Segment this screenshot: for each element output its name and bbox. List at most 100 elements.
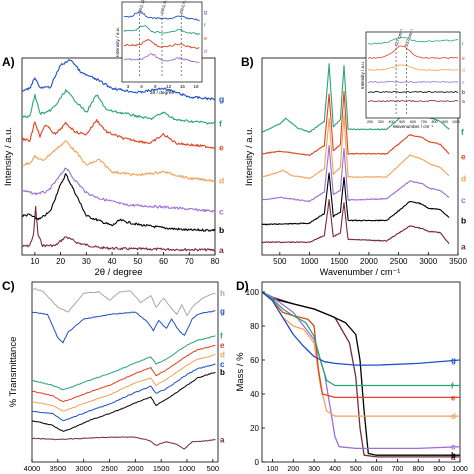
panel-a-series-label-c: c bbox=[219, 206, 224, 216]
panel-b-series-label-e: e bbox=[461, 152, 466, 162]
panel-c-xtick-label: 3500 bbox=[49, 464, 66, 473]
panel-b-inset-frame bbox=[365, 31, 461, 119]
panel-d-xtick-label: 100 bbox=[267, 466, 279, 473]
panel-d-ylabel: Mass / % bbox=[235, 352, 246, 392]
panel-d-xtick-label: 700 bbox=[392, 466, 404, 473]
panel-a-series-label-a: a bbox=[219, 245, 224, 255]
panel-b-inset-label: f bbox=[462, 42, 464, 48]
panel-b-inset-series bbox=[367, 36, 458, 45]
panel-d-ytick-label: 20 bbox=[250, 424, 259, 433]
panel-a-xlabel: 2θ / degree bbox=[94, 267, 142, 278]
panel-a-inset-xtick: 9 bbox=[154, 84, 157, 89]
panel-b-series-label-b: b bbox=[461, 215, 466, 225]
panel-b-xlabel: Wavenumber / cm⁻¹ bbox=[320, 267, 400, 277]
panel-a-frame bbox=[21, 57, 216, 256]
panel-d-series-label-g: g bbox=[451, 356, 456, 365]
panel-d-series-b bbox=[261, 291, 460, 456]
panel-b-series-label-a: a bbox=[461, 241, 466, 251]
panel-b-inset-ylabel: Intensity / a.u. bbox=[360, 61, 365, 89]
panel-d-xtick-label: 900 bbox=[433, 466, 445, 473]
panel-c-frame bbox=[31, 281, 219, 463]
panel-b-inset-xtick: 900 bbox=[442, 120, 448, 124]
panel-b-xtick-label: 500 bbox=[273, 257, 287, 266]
panel-a-series-e bbox=[21, 119, 216, 150]
panel-a-inset-series bbox=[123, 53, 200, 63]
panel-a-inset-xtick: 12 bbox=[166, 84, 172, 89]
panel-a-series-label-b: b bbox=[219, 225, 224, 235]
panel-a-xtick-label: 10 bbox=[30, 257, 39, 266]
panel-d-xtick-label: 600 bbox=[371, 466, 383, 473]
panel-a-series-f bbox=[21, 89, 216, 125]
panel-a-series-label-e: e bbox=[219, 143, 224, 153]
panel-c-label: C) bbox=[2, 279, 15, 293]
panel-d-xtick-label: 400 bbox=[329, 466, 341, 473]
panel-c-xtick-label: 2000 bbox=[127, 464, 144, 473]
panel-b-xtick-label: 3500 bbox=[449, 257, 467, 266]
panel-d-label: D) bbox=[236, 279, 249, 293]
panel-d-series-label-b: b bbox=[451, 451, 456, 460]
panel-d-ytick-label: 40 bbox=[250, 390, 259, 399]
panel-b-xtick-label: 1000 bbox=[301, 257, 319, 266]
panel-b-series-c bbox=[261, 144, 450, 203]
panel-b-series-label-d: d bbox=[461, 173, 466, 183]
panel-b-series-label-c: c bbox=[461, 195, 466, 205]
panel-c-xtick-label: 3000 bbox=[75, 464, 92, 473]
panel-d-series-label-a: a bbox=[451, 453, 456, 462]
panel-d-series-label-d: d bbox=[451, 412, 456, 421]
panel-a-series-label-d: d bbox=[219, 176, 224, 186]
panel-d-series-label-e: e bbox=[451, 393, 456, 402]
panel-a-xtick-label: 60 bbox=[159, 257, 168, 266]
panel-b-series-b bbox=[261, 172, 450, 226]
panel-a-series-g bbox=[21, 59, 216, 101]
panel-c-series-label-g: g bbox=[220, 307, 225, 316]
panel-b-inset-series bbox=[368, 81, 459, 83]
panel-b-ylabel: Intensity / a.u. bbox=[244, 127, 255, 186]
panel-c-series-label-f: f bbox=[220, 332, 223, 341]
panel-b-inset-xtick: 500 bbox=[399, 120, 405, 124]
panel-c-xtick-label: 500 bbox=[207, 464, 220, 473]
panel-b-frame bbox=[261, 57, 459, 256]
panel-d-ytick-label: 100 bbox=[246, 288, 260, 297]
panel-a-inset-annotation: (001) 8.0 Å bbox=[159, 0, 169, 14]
panel-a-series-c bbox=[21, 167, 216, 213]
panel-b-inset-xtick: 700 bbox=[421, 120, 427, 124]
panel-b-inset-xtick: 300 bbox=[378, 120, 384, 124]
panel-b-inset-series bbox=[367, 64, 459, 71]
panel-a-series-d bbox=[21, 140, 216, 183]
panel-b-inset-label: b bbox=[462, 90, 465, 96]
panel-b-xtick-label: 2500 bbox=[390, 257, 408, 266]
panel-b-inset-annotation: 537 cm⁻¹ bbox=[404, 28, 415, 48]
panel-a-series-a bbox=[22, 205, 216, 252]
panel-c-series-label-b: b bbox=[220, 368, 225, 377]
panel-b-inset-xtick: 400 bbox=[389, 120, 395, 124]
panel-d-frame bbox=[261, 281, 461, 463]
panel-c-series-label-e: e bbox=[220, 341, 225, 350]
panel-b-inset-xtick: 1000 bbox=[452, 120, 460, 124]
panel-b-xtick-label: 3000 bbox=[419, 257, 437, 266]
panel-b-series-label-f: f bbox=[461, 127, 464, 137]
panel-d-xtick-label: 300 bbox=[308, 466, 320, 473]
panel-d-xtick-label: 800 bbox=[412, 466, 424, 473]
panel-c-xtick-label: 2500 bbox=[101, 464, 118, 473]
panel-c-ylabel: % Transmittance bbox=[8, 337, 19, 408]
panel-a-xtick-label: 20 bbox=[56, 257, 65, 266]
panel-c-series-h bbox=[31, 287, 216, 316]
panel-b-inset-series bbox=[367, 100, 459, 102]
panel-a-inset-xtick: 6 bbox=[140, 84, 143, 89]
panel-b-series-a bbox=[261, 199, 450, 245]
panel-c-series-g bbox=[31, 310, 216, 344]
panel-a-series-label-f: f bbox=[219, 118, 222, 128]
panel-a-xtick-label: 50 bbox=[133, 257, 142, 266]
panel-d-xtick-label: 1000 bbox=[452, 466, 468, 473]
panel-c-series-c bbox=[31, 363, 216, 422]
panel-b-series-e bbox=[261, 91, 450, 157]
panel-c-series-b bbox=[31, 371, 216, 432]
panel-d-series-c bbox=[261, 291, 461, 450]
panel-c-series-e bbox=[31, 344, 216, 403]
panel-b-inset-series bbox=[367, 91, 459, 93]
panel-d-xtick-label: 200 bbox=[287, 466, 299, 473]
panel-d-ytick-label: 0 bbox=[255, 458, 260, 467]
panel-d-series-f bbox=[261, 291, 460, 387]
panel-b-inset-annotation: 427 cm⁻¹ bbox=[393, 28, 404, 48]
